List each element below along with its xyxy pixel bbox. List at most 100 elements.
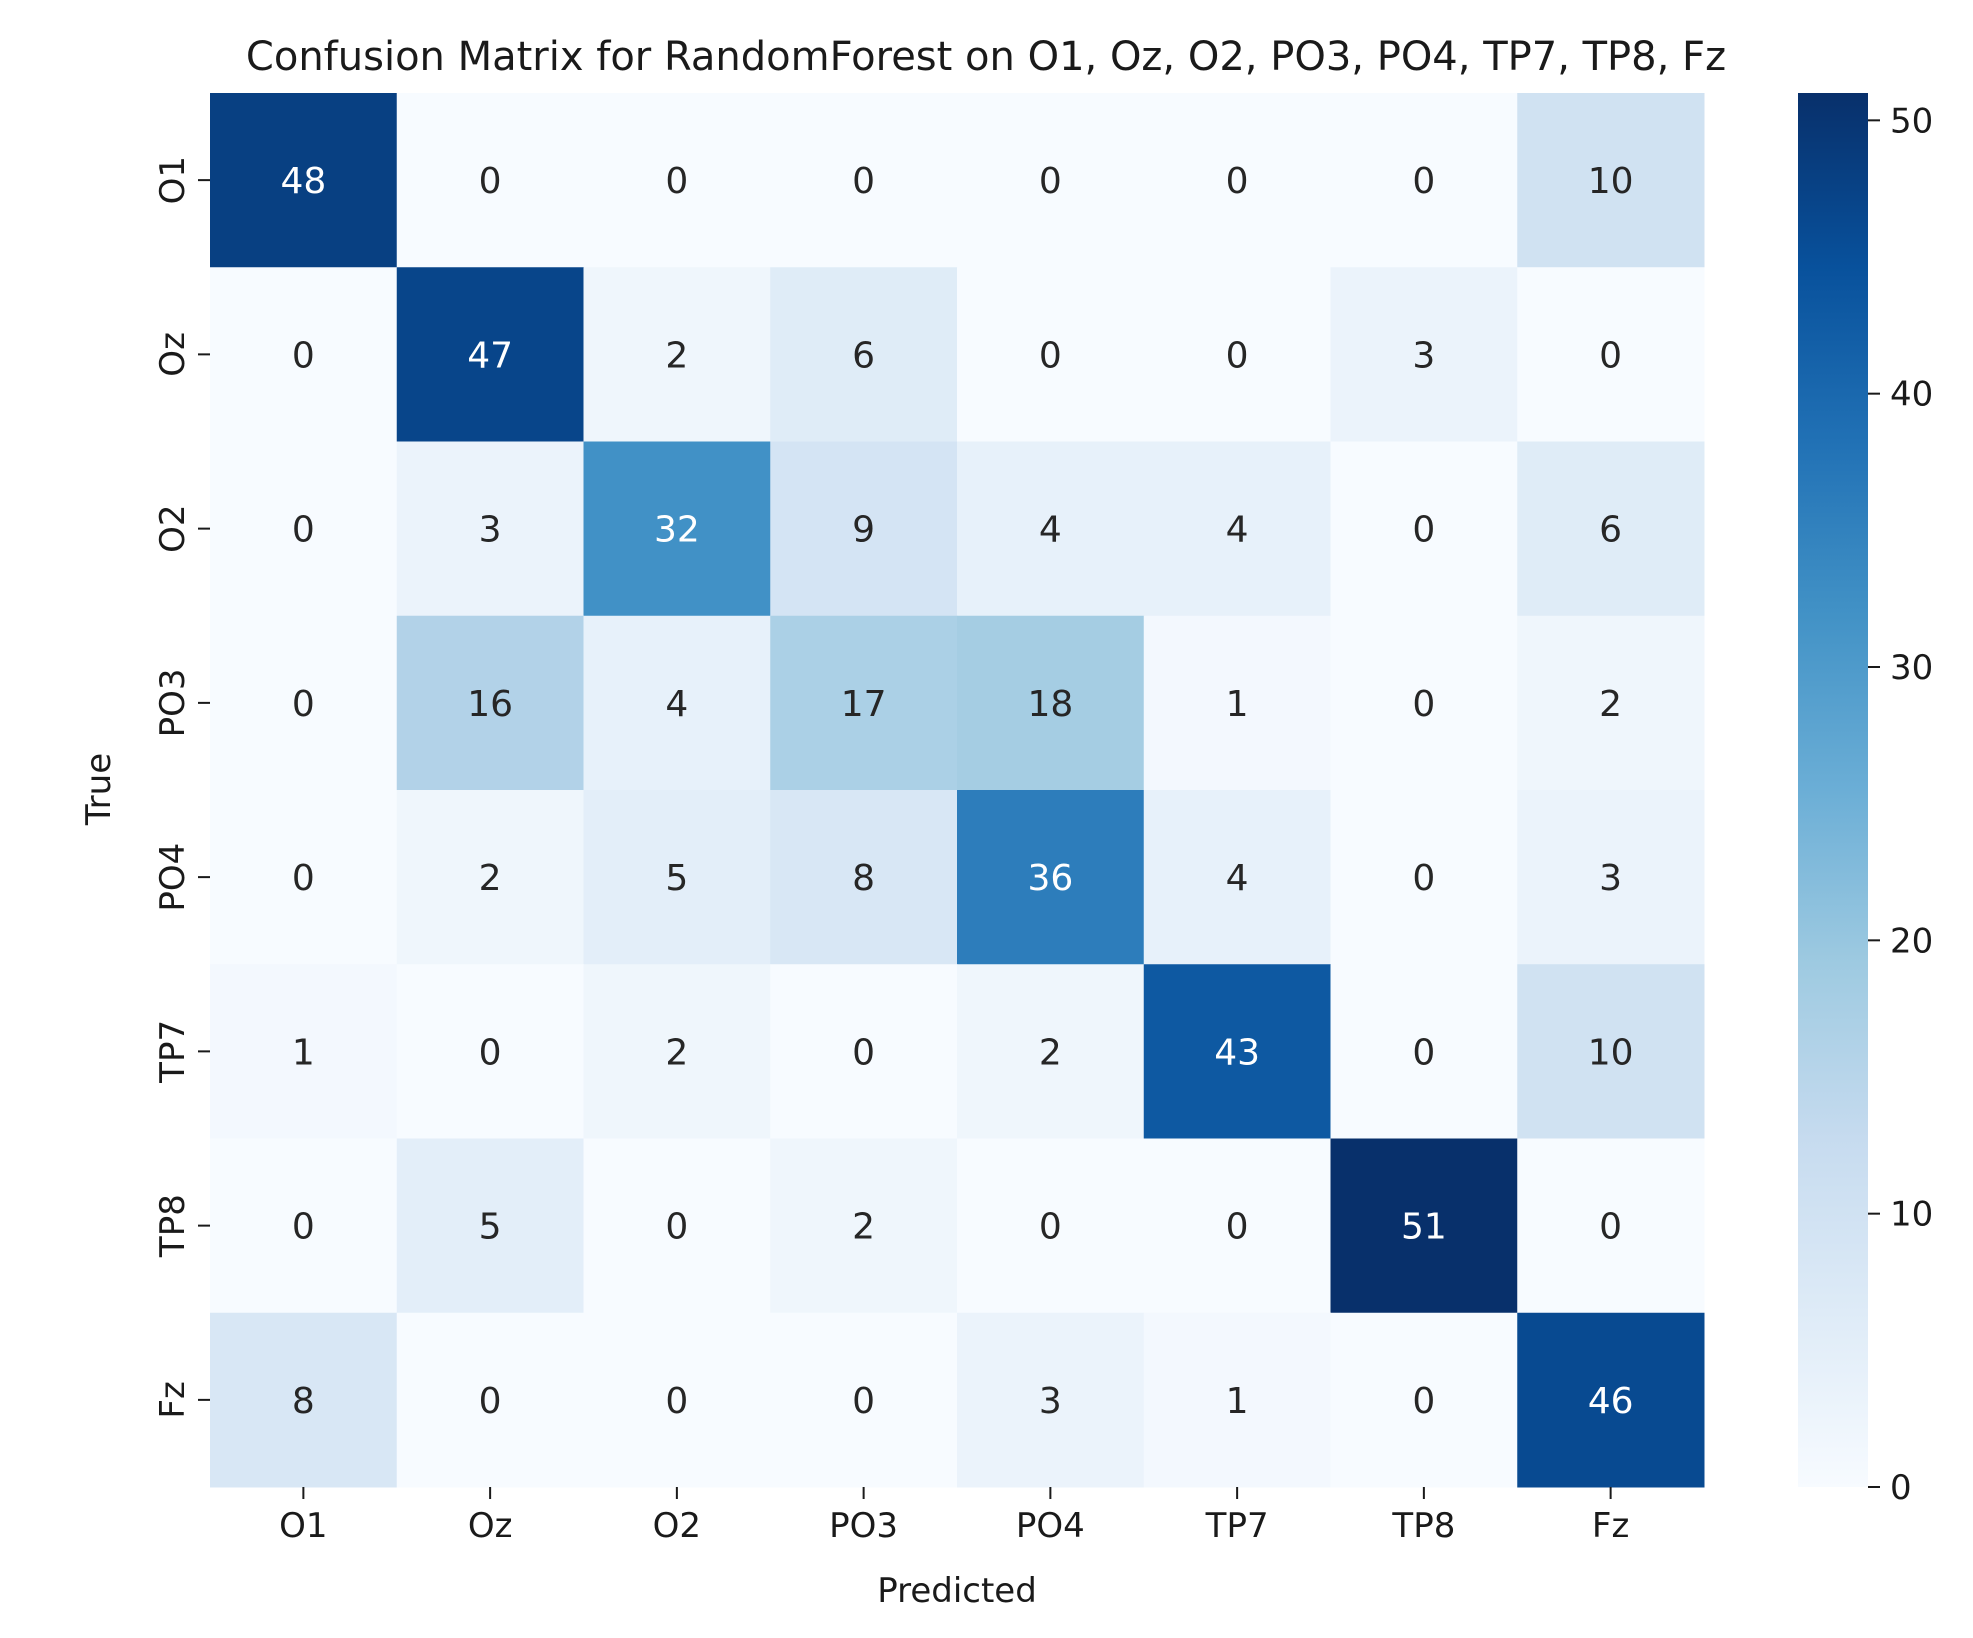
cell-value-label: 0 bbox=[852, 1032, 875, 1073]
heatmap-cell bbox=[1517, 790, 1705, 965]
heatmap-cell bbox=[1517, 1312, 1705, 1488]
colorbar-tick-label: 40 bbox=[1890, 375, 1933, 415]
heatmap-cell bbox=[1330, 964, 1518, 1139]
cell-value-label: 32 bbox=[654, 510, 700, 551]
cell-value-label: 18 bbox=[1027, 684, 1073, 725]
chart-title: Confusion Matrix for RandomForest on O1,… bbox=[246, 34, 1726, 80]
cell-value-label: 3 bbox=[479, 510, 502, 551]
colorbar-tick-label: 50 bbox=[1890, 101, 1933, 141]
cell-value-label: 0 bbox=[1039, 1207, 1062, 1248]
cell-value-label: 2 bbox=[665, 1032, 688, 1073]
colorbar-tick-label: 30 bbox=[1890, 648, 1933, 688]
x-axis-ticks: O1 Oz O2 PO3 PO4 TP7 TP8 Fz bbox=[279, 1487, 1629, 1546]
cell-value-label: 0 bbox=[665, 161, 688, 202]
cell-value-label: 2 bbox=[852, 1207, 875, 1248]
cell-value-label: 0 bbox=[1226, 161, 1249, 202]
x-tick-label: O2 bbox=[653, 1506, 701, 1546]
y-axis-label: True bbox=[79, 753, 119, 826]
heatmap-cell bbox=[396, 615, 584, 791]
colorbar-gradient bbox=[1798, 93, 1868, 1487]
cell-value-label: 0 bbox=[1412, 510, 1435, 551]
heatmap-cell bbox=[1517, 441, 1705, 617]
cell-value-label: 0 bbox=[1412, 858, 1435, 899]
heatmap-cell bbox=[396, 1312, 584, 1488]
x-tick-label: TP8 bbox=[1391, 1506, 1455, 1546]
cell-value-label: 1 bbox=[292, 1032, 315, 1073]
heatmap-cell bbox=[396, 1138, 584, 1314]
heatmap-cell bbox=[1517, 1138, 1705, 1314]
heatmap-cell bbox=[1330, 615, 1518, 791]
colorbar: 0 10 20 30 40 50 bbox=[1798, 93, 1933, 1508]
cell-value-label: 0 bbox=[292, 684, 315, 725]
heatmap-cell bbox=[1143, 615, 1331, 791]
heatmap-cell bbox=[1330, 790, 1518, 965]
cell-value-label: 0 bbox=[292, 335, 315, 376]
cell-value-label: 4 bbox=[1039, 510, 1062, 551]
heatmap-cell bbox=[1143, 93, 1331, 268]
heatmap-cell bbox=[770, 1138, 958, 1314]
heatmap-cell bbox=[210, 1138, 398, 1314]
heatmap-cell bbox=[1517, 93, 1705, 268]
y-tick-label: Fz bbox=[153, 1381, 193, 1418]
y-tick-label: Oz bbox=[153, 332, 193, 377]
cell-value-label: 0 bbox=[852, 1381, 875, 1422]
cell-value-label: 43 bbox=[1214, 1032, 1260, 1073]
cell-value-label: 6 bbox=[852, 335, 875, 376]
cell-value-label: 0 bbox=[1412, 1032, 1435, 1073]
x-tick-label: PO3 bbox=[829, 1506, 898, 1546]
heatmap-cell bbox=[210, 615, 398, 791]
x-tick-label: TP7 bbox=[1205, 1506, 1269, 1546]
cell-value-label: 0 bbox=[1412, 161, 1435, 202]
heatmap-cell bbox=[210, 1312, 398, 1488]
colorbar-tick-label: 0 bbox=[1890, 1468, 1912, 1508]
heatmap-cell bbox=[396, 790, 584, 965]
heatmap-cell bbox=[1143, 1312, 1331, 1488]
x-tick-label: PO4 bbox=[1016, 1506, 1085, 1546]
cell-value-label: 0 bbox=[1226, 335, 1249, 376]
cell-value-label: 16 bbox=[467, 684, 513, 725]
cell-value-label: 4 bbox=[1226, 858, 1249, 899]
heatmap-cell bbox=[957, 790, 1145, 965]
cell-value-label: 2 bbox=[479, 858, 502, 899]
heatmap-cell bbox=[957, 615, 1145, 791]
cell-value-label: 4 bbox=[665, 684, 688, 725]
cell-value-label: 0 bbox=[479, 161, 502, 202]
heatmap-cell bbox=[770, 267, 958, 442]
heatmap-cell bbox=[1143, 790, 1331, 965]
cell-value-label: 0 bbox=[1039, 161, 1062, 202]
heatmap-cell bbox=[770, 1312, 958, 1488]
cell-value-label: 8 bbox=[292, 1381, 315, 1422]
cell-value-label: 1 bbox=[1226, 1381, 1249, 1422]
heatmap-cell bbox=[583, 615, 771, 791]
heatmap-cell bbox=[583, 267, 771, 442]
heatmap-cell bbox=[770, 790, 958, 965]
x-tick-label: Fz bbox=[1592, 1506, 1629, 1546]
y-tick-label: TP8 bbox=[153, 1194, 193, 1258]
heatmap-cell bbox=[583, 964, 771, 1139]
heatmap-cell bbox=[770, 964, 958, 1139]
heatmap-cell bbox=[396, 93, 584, 268]
colorbar-tick-label: 20 bbox=[1890, 921, 1933, 961]
heatmap-cell bbox=[396, 441, 584, 617]
heatmap-cell bbox=[1330, 267, 1518, 442]
heatmap-cell bbox=[210, 790, 398, 965]
heatmap-cell bbox=[1330, 441, 1518, 617]
heatmap-cell bbox=[396, 964, 584, 1139]
cell-value-label: 0 bbox=[1412, 1381, 1435, 1422]
cell-value-label: 0 bbox=[1412, 684, 1435, 725]
heatmap-cell bbox=[583, 790, 771, 965]
cell-value-label: 46 bbox=[1588, 1381, 1634, 1422]
cell-value-label: 17 bbox=[841, 684, 887, 725]
cell-value-label: 0 bbox=[1599, 335, 1622, 376]
cell-value-label: 0 bbox=[665, 1381, 688, 1422]
heatmap-cell bbox=[396, 267, 584, 442]
heatmap-cell bbox=[770, 93, 958, 268]
cell-value-label: 2 bbox=[1599, 684, 1622, 725]
x-axis-label: Predicted bbox=[877, 1571, 1037, 1611]
heatmap-cell bbox=[210, 267, 398, 442]
y-tick-label: PO4 bbox=[153, 843, 193, 912]
y-axis-ticks: O1 Oz O2 PO3 PO4 TP7 TP8 Fz bbox=[153, 156, 210, 1419]
cell-value-label: 8 bbox=[852, 858, 875, 899]
heatmap-cell bbox=[1143, 441, 1331, 617]
heatmap-cell bbox=[1330, 93, 1518, 268]
